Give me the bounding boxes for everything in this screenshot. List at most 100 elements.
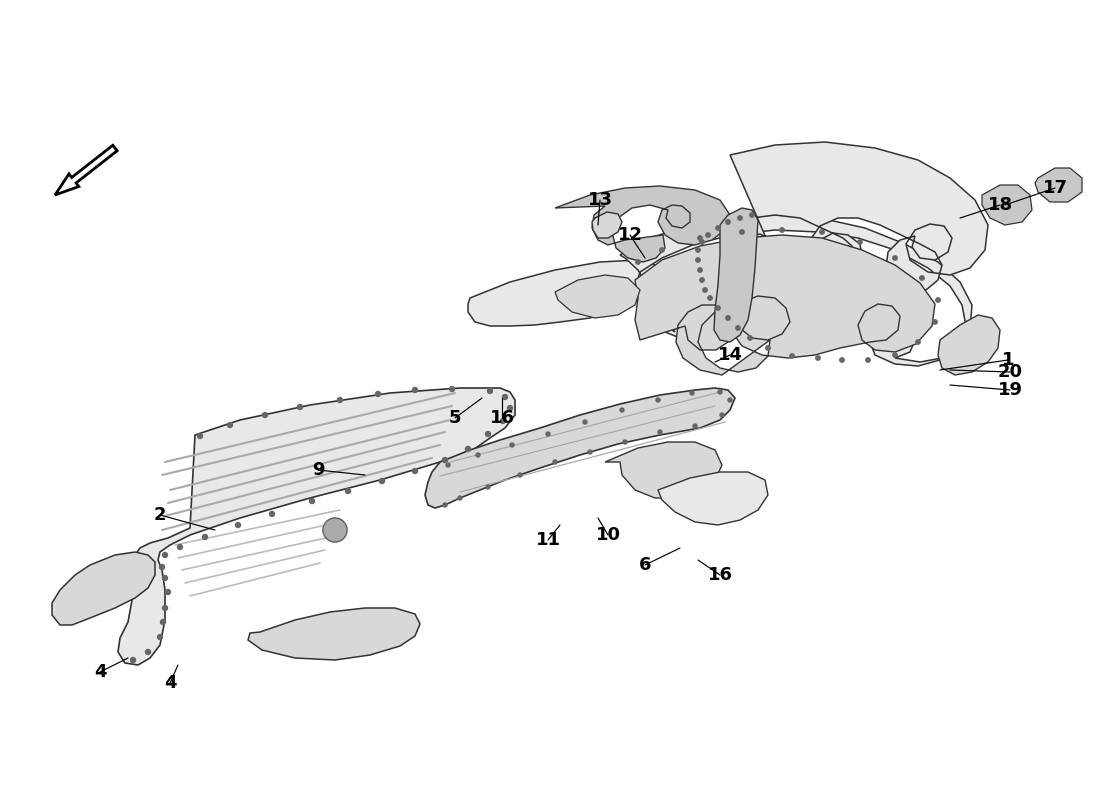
Circle shape [163,606,167,610]
Circle shape [726,316,730,320]
Circle shape [450,386,454,391]
Circle shape [718,390,722,394]
Polygon shape [592,212,622,238]
Circle shape [345,489,351,494]
Circle shape [738,216,742,220]
Circle shape [458,496,462,500]
Circle shape [858,240,862,244]
Circle shape [446,463,450,467]
Circle shape [500,418,506,423]
Circle shape [487,389,493,394]
Circle shape [297,405,302,410]
Text: 2: 2 [154,506,166,524]
Circle shape [145,650,151,654]
Polygon shape [556,186,730,262]
Circle shape [270,511,275,517]
Circle shape [518,473,522,477]
Polygon shape [1035,168,1082,202]
Text: 14: 14 [717,346,743,364]
Polygon shape [425,388,735,508]
Circle shape [165,590,170,594]
Circle shape [177,545,183,550]
Circle shape [161,619,165,625]
Circle shape [443,503,447,507]
Circle shape [893,256,898,260]
Circle shape [623,440,627,444]
Circle shape [442,458,448,462]
Circle shape [583,420,587,424]
Polygon shape [938,315,1000,375]
Circle shape [780,228,784,232]
Polygon shape [714,208,758,342]
Circle shape [726,220,730,224]
Circle shape [839,358,844,362]
Circle shape [936,298,940,302]
Polygon shape [982,185,1032,225]
Polygon shape [728,142,988,290]
Circle shape [198,434,202,438]
Circle shape [163,553,167,558]
Polygon shape [248,608,420,660]
Text: 16: 16 [707,566,733,584]
Circle shape [131,658,135,662]
Circle shape [866,358,870,362]
Text: 6: 6 [639,556,651,574]
Circle shape [920,276,924,280]
Circle shape [588,450,592,454]
Polygon shape [658,472,768,525]
Circle shape [697,268,702,272]
Circle shape [507,406,513,410]
Text: 12: 12 [617,226,642,244]
Circle shape [163,575,167,581]
Circle shape [476,453,480,457]
Circle shape [748,336,752,340]
Polygon shape [556,275,640,318]
Polygon shape [118,388,515,665]
Circle shape [700,240,704,244]
Circle shape [553,460,557,464]
Circle shape [503,394,507,399]
Text: 16: 16 [490,409,515,427]
Text: 18: 18 [988,196,1013,214]
Circle shape [263,413,267,418]
Circle shape [693,424,697,428]
Circle shape [790,354,794,358]
Circle shape [933,320,937,324]
Circle shape [636,260,640,264]
Circle shape [707,296,712,300]
Circle shape [720,413,724,417]
Circle shape [690,391,694,395]
Circle shape [716,306,720,310]
Circle shape [309,498,315,503]
Polygon shape [605,442,722,498]
Text: 9: 9 [311,461,324,479]
Circle shape [235,522,241,527]
Circle shape [465,446,471,451]
Text: 19: 19 [998,381,1023,399]
Circle shape [740,230,745,234]
Circle shape [750,213,755,218]
Circle shape [323,518,346,542]
Text: 5: 5 [449,409,461,427]
Text: 11: 11 [536,531,561,549]
Circle shape [816,356,821,360]
Circle shape [696,248,701,252]
Circle shape [228,422,232,427]
Circle shape [696,258,701,262]
Text: 10: 10 [595,526,620,544]
Polygon shape [52,552,155,625]
Circle shape [375,391,381,397]
Circle shape [379,478,385,483]
Text: 4: 4 [94,663,107,681]
Circle shape [486,485,490,489]
Circle shape [660,248,664,252]
Circle shape [700,278,704,282]
Circle shape [338,398,342,402]
Circle shape [157,634,163,639]
Circle shape [485,431,491,437]
Circle shape [766,346,770,350]
Text: 20: 20 [998,363,1023,381]
Circle shape [820,230,824,234]
Circle shape [893,353,898,357]
Polygon shape [468,260,660,326]
